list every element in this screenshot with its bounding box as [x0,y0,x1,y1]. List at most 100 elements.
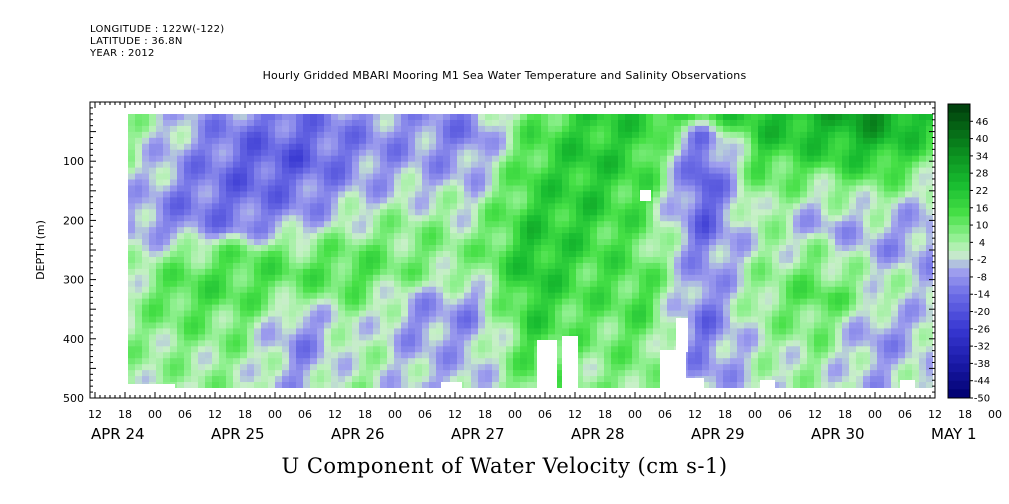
heatmap-cell [744,274,752,282]
heatmap-cell [212,215,220,222]
heatmap-cell [772,292,780,300]
heatmap-cell [779,179,787,187]
heatmap-cell [261,185,269,193]
heatmap-cell [611,310,619,318]
heatmap-cell [464,215,472,222]
heatmap-cell [807,137,815,145]
heatmap-cell [450,179,458,187]
heatmap-cell [639,131,647,139]
heatmap-cell [268,125,276,133]
heatmap-cell [240,358,248,365]
heatmap-cell [919,119,927,127]
heatmap-cell [793,340,801,347]
heatmap-cell [786,131,794,139]
heatmap-cell [198,364,206,371]
heatmap-cell [772,352,780,359]
heatmap-cell [632,340,640,347]
heatmap-cell [401,274,409,282]
heatmap-cell [128,227,136,234]
heatmap-cell [534,203,542,210]
heatmap-cell [128,161,136,169]
heatmap-cell [828,245,836,252]
heatmap-cell [415,262,423,270]
heatmap-cell [478,322,486,330]
heatmap-cell [492,256,500,264]
heatmap-cell [303,227,311,234]
heatmap-cell [457,149,465,157]
heatmap-cell [695,310,703,318]
heatmap-cell [863,185,871,193]
heatmap-cell [744,298,752,306]
heatmap-cell [380,125,388,133]
heatmap-cell [324,185,332,193]
heatmap-cell [513,191,521,198]
heatmap-cell [807,209,815,216]
heatmap-cell [709,310,717,318]
heatmap-cell [884,209,892,216]
heatmap-cell [646,233,654,240]
heatmap-cell [772,119,780,127]
heatmap-cell [401,203,409,210]
heatmap-cell [863,114,871,121]
heatmap-cell [618,364,626,371]
heatmap-cell [345,245,353,252]
heatmap-cell [695,221,703,228]
heatmap-cell [415,155,423,163]
heatmap-cell [632,364,640,371]
heatmap-cell [331,298,339,306]
heatmap-cell [135,251,143,258]
heatmap-cell [821,125,829,133]
heatmap-cell [317,292,325,300]
heatmap-cell [345,191,353,198]
heatmap-cell [499,167,507,175]
heatmap-cell [135,161,143,169]
heatmap-cell [366,114,374,121]
heatmap-cell [884,262,892,270]
heatmap-cell [786,143,794,151]
heatmap-cell [443,167,451,175]
heatmap-cell [310,304,318,312]
heatmap-cell [835,161,843,169]
heatmap-cell [632,358,640,365]
heatmap-cell [408,179,416,187]
heatmap-cell [436,227,444,234]
heatmap-cell [527,161,535,169]
heatmap-cell [436,137,444,145]
heatmap-cell [191,352,199,359]
heatmap-cell [261,274,269,282]
heatmap-cell [443,334,451,341]
heatmap-cell [457,155,465,163]
heatmap-cell [842,119,850,127]
heatmap-cell [135,131,143,139]
heatmap-cell [429,114,437,121]
heatmap-cell [331,119,339,127]
heatmap-cell [520,143,528,151]
heatmap-cell [590,280,598,288]
heatmap-cell [779,256,787,264]
heatmap-cell [331,340,339,347]
heatmap-cell [919,161,927,169]
heatmap-cell [478,131,486,139]
heatmap-cell [401,304,409,312]
heatmap-cell [667,161,675,169]
heatmap-cell [912,155,920,163]
heatmap-cell [485,340,493,347]
heatmap-cell [541,149,549,157]
heatmap-cell [387,233,395,240]
heatmap-cell [366,251,374,258]
heatmap-cell [905,203,913,210]
heatmap-cell [436,322,444,330]
heatmap-cell [548,251,556,258]
heatmap-cell [604,280,612,288]
heatmap-cell [142,227,150,234]
heatmap-cell [191,114,199,121]
heatmap-cell [639,161,647,169]
heatmap-cell [387,364,395,371]
heatmap-cell [856,239,864,246]
heatmap-cell [373,239,381,246]
heatmap-cell [499,310,507,318]
heatmap-cell [450,143,458,151]
heatmap-cell [877,334,885,341]
heatmap-cell [653,179,661,187]
heatmap-cell [352,203,360,210]
